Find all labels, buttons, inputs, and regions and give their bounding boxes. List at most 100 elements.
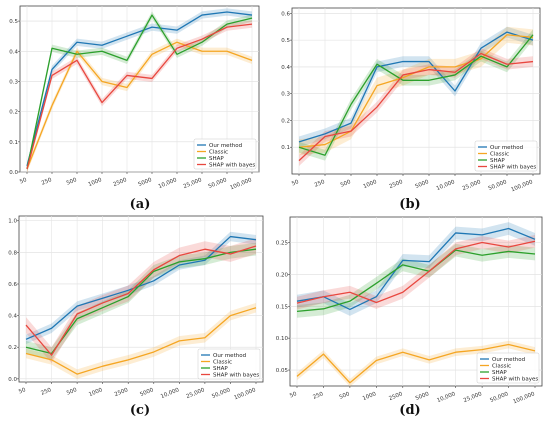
panel-label: (c) (130, 403, 150, 418)
legend-label: Classic (209, 150, 228, 156)
x-tick-label: 5000 (415, 179, 431, 190)
series-line (298, 52, 534, 162)
x-tick-label: 500 (66, 387, 78, 397)
x-tick-label: 10,000 (160, 387, 181, 400)
x-tick-label: 25,000 (463, 391, 484, 404)
series-line (296, 343, 536, 384)
y-tick-label: 0.4 (281, 65, 290, 71)
y-tick-label: 0.5 (281, 38, 290, 44)
y-tick-label: 0.2 (9, 110, 18, 116)
x-tick-label: 500 (339, 391, 351, 401)
y-tick-label: 0.10 (276, 336, 289, 342)
x-tick-label: 50 (291, 179, 300, 187)
series-line (26, 11, 253, 167)
confidence-band (26, 238, 256, 364)
x-tick-label: 100,000 (229, 177, 253, 191)
chart-panel-1: 0.0 0.1 0.2 0.3 0.4 0.5 50 250 500 1000 2500 5000 10… (9, 5, 260, 212)
x-tick-label: 25,000 (462, 179, 483, 192)
x-tick-label: 1000 (88, 387, 104, 398)
legend-label: SHAP with bayes (490, 165, 536, 171)
series-line (25, 235, 257, 340)
legend-label: Our method (490, 145, 523, 151)
chart-panel-3: 0.0 0.2 0.4 0.6 0.8 1.0 50 250 500 1000 2500 5000 10… (8, 215, 264, 418)
x-tick-label: 10,000 (158, 177, 179, 190)
y-tick-label: 1.0 (8, 219, 17, 225)
confidence-band (297, 234, 535, 310)
y-tick-label: 0.6 (281, 11, 290, 17)
series-line (25, 307, 257, 375)
series-line (296, 227, 536, 311)
legend-label: Classic (490, 152, 509, 158)
x-tick-label: 50,000 (211, 387, 232, 400)
x-tick-label: 50 (289, 391, 298, 399)
x-tick-label: 100,000 (510, 179, 534, 193)
legend-label: Our method (492, 357, 525, 363)
legend-label: SHAP with bayes (209, 163, 255, 169)
x-tick-label: 50,000 (488, 179, 509, 192)
panel-label: (a) (130, 197, 151, 212)
x-tick-label: 500 (66, 177, 78, 187)
x-tick-label: 10,000 (436, 391, 457, 404)
y-tick-label: 0.3 (281, 92, 290, 98)
legend-label: SHAP with bayes (213, 373, 259, 379)
confidence-band (26, 242, 256, 360)
x-tick-label: 2500 (389, 179, 405, 190)
y-tick-label: 0.2 (8, 345, 17, 351)
x-tick-label: 250 (40, 387, 52, 397)
series-line (296, 249, 536, 313)
series-line (25, 245, 257, 356)
y-tick-label: 0.05 (276, 368, 289, 374)
confidence-band (297, 243, 535, 318)
series-line (296, 240, 536, 304)
chart-panel-2: 0.1 0.2 0.3 0.4 0.5 0.6 50 250 500 1000 2500 5000 10… (281, 7, 541, 212)
chart-panel-4: 0.05 0.10 0.15 0.20 0.25 50 250 500 1000 2500 5000… (276, 216, 543, 418)
legend-label: Classic (213, 360, 232, 366)
y-tick-label: 0.6 (8, 282, 17, 288)
y-tick-label: 0.1 (9, 140, 18, 146)
legend-label: SHAP (490, 158, 505, 164)
x-tick-label: 2500 (113, 177, 129, 188)
x-tick-label: 2500 (388, 391, 404, 402)
x-tick-label: 50 (19, 177, 28, 185)
x-tick-label: 1000 (88, 177, 104, 188)
y-tick-label: 0.2 (281, 118, 290, 124)
legend-label: SHAP (492, 370, 507, 376)
series-line (26, 23, 253, 170)
legend-box (474, 140, 538, 172)
legend-label: Classic (492, 364, 511, 370)
series-line (298, 34, 534, 156)
x-tick-label: 500 (340, 179, 352, 189)
x-tick-label: 25,000 (186, 387, 207, 400)
y-tick-label: 0.5 (9, 19, 18, 25)
confidence-band (297, 340, 535, 387)
x-tick-label: 1000 (363, 179, 379, 190)
x-tick-label: 250 (312, 391, 324, 401)
x-tick-label: 5000 (415, 391, 431, 402)
y-tick-label: 0.4 (9, 49, 18, 55)
x-tick-label: 5000 (138, 177, 154, 188)
confidence-band (27, 11, 252, 173)
y-tick-label: 0.15 (276, 304, 289, 310)
x-tick-label: 250 (314, 179, 326, 189)
x-tick-label: 50 (18, 387, 27, 395)
legend-box (476, 352, 540, 384)
y-tick-label: 0.20 (276, 272, 289, 278)
y-tick-label: 0.0 (8, 377, 17, 383)
legend-label: Our method (209, 143, 242, 149)
x-tick-label: 100,000 (512, 391, 536, 405)
confidence-band (26, 302, 256, 379)
confidence-band (299, 26, 533, 148)
x-tick-label: 50,000 (208, 177, 229, 190)
x-tick-label: 5000 (139, 387, 155, 398)
legend-label: SHAP (209, 156, 224, 162)
confidence-band (299, 29, 533, 161)
x-tick-label: 50,000 (489, 391, 510, 404)
x-tick-label: 2500 (114, 387, 130, 398)
series-line (25, 248, 257, 355)
y-tick-label: 0.3 (9, 79, 18, 85)
legend-label: SHAP (213, 366, 228, 372)
